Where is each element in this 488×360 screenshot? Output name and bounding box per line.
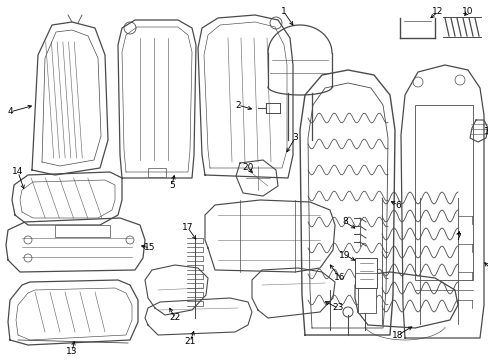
Text: 22: 22	[169, 314, 180, 323]
Bar	[414, 105, 472, 280]
Bar	[357, 288, 375, 313]
Text: 2: 2	[235, 100, 240, 109]
Text: 11: 11	[483, 127, 488, 136]
Text: 7: 7	[454, 234, 460, 243]
Text: 21: 21	[184, 338, 195, 346]
Text: 17: 17	[182, 224, 193, 233]
Text: 1: 1	[281, 8, 286, 17]
Text: 23: 23	[332, 303, 343, 312]
Text: 13: 13	[66, 347, 78, 356]
Text: 4: 4	[7, 108, 13, 117]
Bar	[55, 225, 110, 237]
Text: 8: 8	[342, 217, 347, 226]
Text: 9: 9	[486, 264, 488, 273]
Text: 10: 10	[461, 8, 473, 17]
Text: 20: 20	[242, 163, 253, 172]
Text: 14: 14	[12, 167, 23, 176]
Text: 12: 12	[431, 8, 443, 17]
Text: 3: 3	[291, 134, 297, 143]
Bar	[148, 168, 165, 177]
Text: 19: 19	[339, 251, 350, 260]
Text: 6: 6	[394, 201, 400, 210]
Text: 5: 5	[169, 180, 175, 189]
Text: 15: 15	[144, 243, 156, 252]
Text: 16: 16	[334, 274, 345, 283]
Text: 18: 18	[391, 330, 403, 339]
Bar	[354, 258, 376, 288]
